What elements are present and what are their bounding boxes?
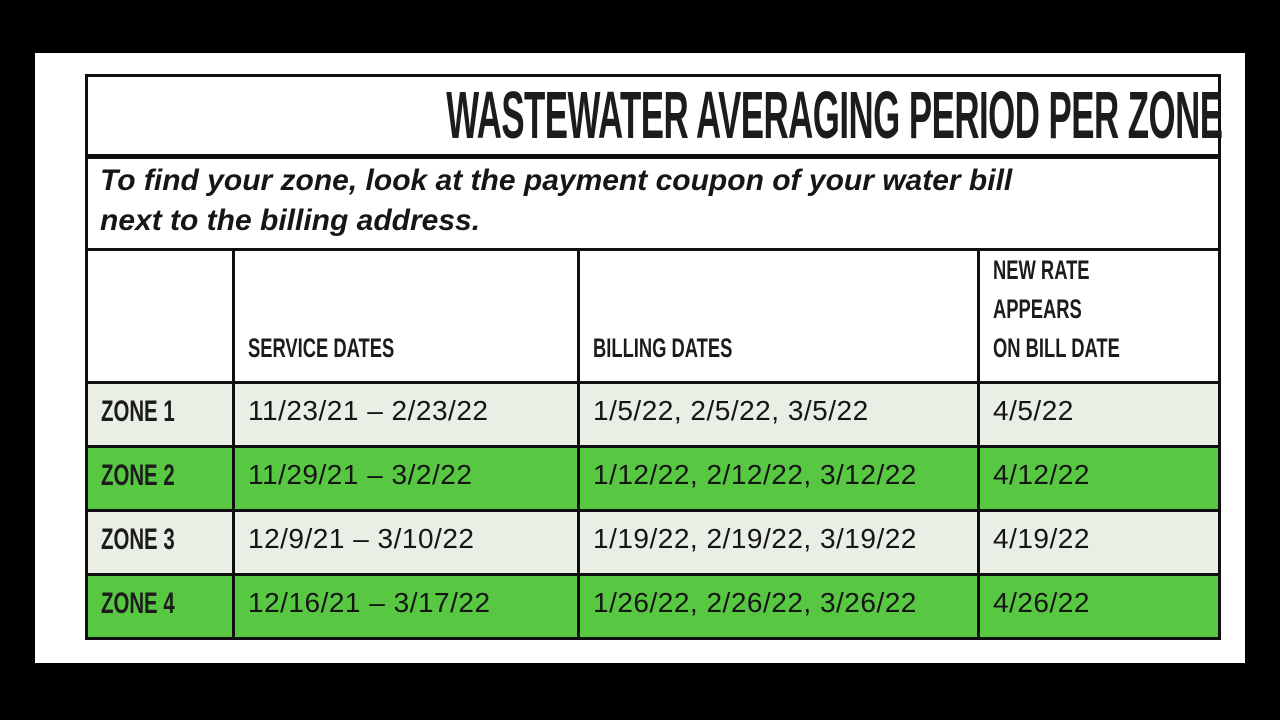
table-row-zone-1: ZONE 1 11/23/21 – 2/23/22 1/5/22, 2/5/22… (85, 380, 1222, 448)
table-title-cell: WASTEWATER AVERAGING PERIOD PER ZONE (84, 74, 1223, 159)
zone-label-cell: ZONE 4 (85, 572, 235, 640)
wastewater-averaging-table: WASTEWATER AVERAGING PERIOD PER ZONE To … (84, 74, 1223, 640)
new-rate-date-cell: 4/12/22 (976, 444, 1222, 512)
billing-dates-cell: 1/26/22, 2/26/22, 3/26/22 (577, 572, 980, 640)
billing-dates-cell: 1/19/22, 2/19/22, 3/19/22 (577, 508, 980, 576)
new-rate-date-cell: 4/5/22 (976, 380, 1222, 448)
zone-label: ZONE 4 (101, 586, 175, 620)
service-dates-header-label: SERVICE DATES (248, 333, 395, 364)
table-row-zone-4: ZONE 4 12/16/21 – 3/17/22 1/26/22, 2/26/… (85, 572, 1222, 640)
table-title-row: WASTEWATER AVERAGING PERIOD PER ZONE (84, 74, 1223, 159)
new-rate-date-cell: 4/26/22 (976, 572, 1222, 640)
zone-label: ZONE 2 (101, 458, 175, 492)
billing-dates-cell: 1/5/22, 2/5/22, 3/5/22 (577, 380, 980, 448)
column-header-billing-dates: BILLING DATES (577, 248, 980, 384)
table-subtitle-row: To find your zone, look at the payment c… (84, 154, 1222, 252)
zone-label-cell: ZONE 1 (85, 380, 235, 448)
billing-dates-cell: 1/12/22, 2/12/22, 3/12/22 (577, 444, 980, 512)
zone-label-cell: ZONE 2 (85, 444, 235, 512)
content-panel: WASTEWATER AVERAGING PERIOD PER ZONE To … (35, 53, 1245, 663)
new-rate-date-cell: 4/19/22 (976, 508, 1222, 576)
table-row-zone-3: ZONE 3 12/9/21 – 3/10/22 1/19/22, 2/19/2… (85, 508, 1222, 576)
service-dates-cell: 11/23/21 – 2/23/22 (232, 380, 580, 448)
new-rate-header-label: NEW RATE APPEARS ON BILL DATE (993, 255, 1120, 364)
column-header-service-dates: SERVICE DATES (232, 248, 580, 384)
service-dates-cell: 12/16/21 – 3/17/22 (232, 572, 580, 640)
column-header-zone (85, 248, 235, 384)
table-subtitle: To find your zone, look at the payment c… (84, 154, 1222, 252)
billing-dates-header-label: BILLING DATES (593, 333, 733, 364)
service-dates-cell: 12/9/21 – 3/10/22 (232, 508, 580, 576)
zone-label: ZONE 3 (101, 522, 175, 556)
zone-label-cell: ZONE 3 (85, 508, 235, 576)
zone-label: ZONE 1 (101, 394, 175, 428)
column-header-row: SERVICE DATES BILLING DATES NEW RATE APP… (85, 248, 1222, 384)
service-dates-cell: 11/29/21 – 3/2/22 (232, 444, 580, 512)
table-row-zone-2: ZONE 2 11/29/21 – 3/2/22 1/12/22, 2/12/2… (85, 444, 1222, 512)
column-header-new-rate: NEW RATE APPEARS ON BILL DATE (976, 248, 1222, 384)
page-title: WASTEWATER AVERAGING PERIOD PER ZONE (446, 78, 1223, 153)
